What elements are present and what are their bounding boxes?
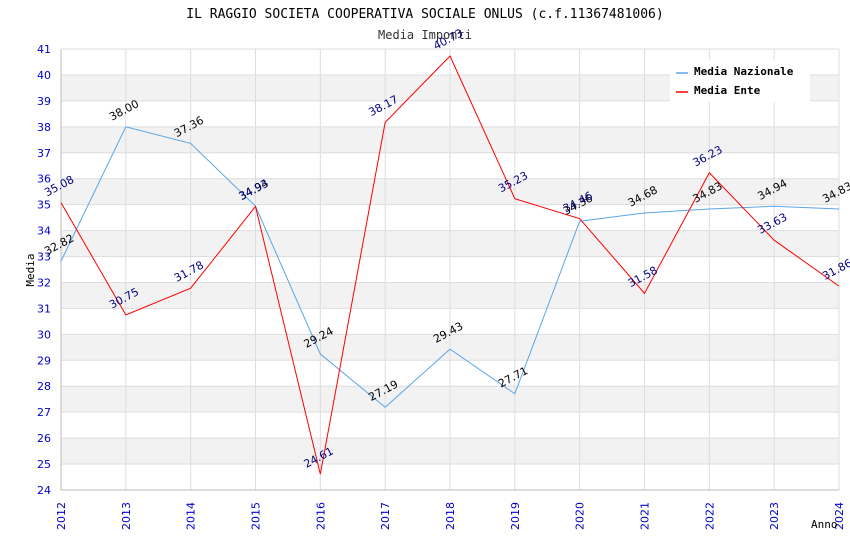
x-tick-label: 2019 [509, 502, 522, 530]
x-axis-ticks: 2012 2013 2014 2015 2016 2017 2018 2019 2020 2021… [55, 502, 846, 530]
y-tick-label: 36 [37, 173, 51, 186]
series-group [60, 55, 840, 475]
x-tick-label: 2012 [55, 502, 68, 530]
y-tick-label: 24 [37, 484, 51, 497]
y-tick-label: 35 [37, 199, 51, 212]
x-tick-label: 2022 [703, 502, 716, 530]
y-tick-label: 29 [37, 354, 51, 367]
y-tick-label: 26 [37, 432, 51, 445]
legend: Media Nazionale Media Ente [670, 60, 810, 102]
chart-subtitle: Media Imponti [378, 28, 472, 42]
grid-lines [60, 48, 840, 491]
axes [60, 49, 839, 491]
series-line-0 [60, 126, 840, 408]
legend-label-ente: Media Ente [694, 84, 761, 97]
x-tick-label: 2023 [768, 502, 781, 530]
x-tick-label: 2024 [833, 502, 846, 530]
y-axis-ticks: 24 25 26 27 28 29 30 31 32 33 34 35 36 37 38 39 40 41 [37, 43, 51, 497]
x-axis-label: Anno [811, 518, 838, 531]
x-tick-label: 2013 [120, 502, 133, 530]
y-tick-label: 27 [37, 406, 51, 419]
legend-label-nazionale: Media Nazionale [694, 65, 794, 78]
y-tick-label: 33 [37, 251, 51, 264]
y-tick-label: 39 [37, 95, 51, 108]
x-tick-label: 2017 [379, 502, 392, 530]
legend-box [670, 60, 810, 102]
x-tick-label: 2021 [639, 502, 652, 530]
data-label: 31.78 [172, 259, 206, 285]
x-tick-label: 2018 [444, 502, 457, 530]
x-tick-label: 2016 [314, 502, 327, 530]
series-line-1 [60, 55, 840, 475]
y-tick-label: 30 [37, 328, 51, 341]
y-tick-label: 37 [37, 147, 51, 160]
x-tick-label: 2015 [250, 502, 263, 530]
x-tick-label: 2014 [185, 502, 198, 530]
y-tick-label: 25 [37, 458, 51, 471]
chart-title: IL RAGGIO SOCIETA COOPERATIVA SOCIALE ON… [186, 7, 663, 22]
data-label: 31.86 [820, 256, 850, 282]
y-tick-label: 31 [37, 302, 51, 315]
y-tick-label: 32 [37, 276, 51, 289]
x-tick-label: 2020 [574, 502, 587, 530]
y-axis-label: Media [24, 253, 37, 286]
y-tick-label: 28 [37, 380, 51, 393]
y-tick-label: 40 [37, 69, 51, 82]
y-tick-label: 38 [37, 121, 51, 134]
y-tick-label: 34 [37, 225, 51, 238]
y-tick-label: 41 [37, 43, 51, 56]
